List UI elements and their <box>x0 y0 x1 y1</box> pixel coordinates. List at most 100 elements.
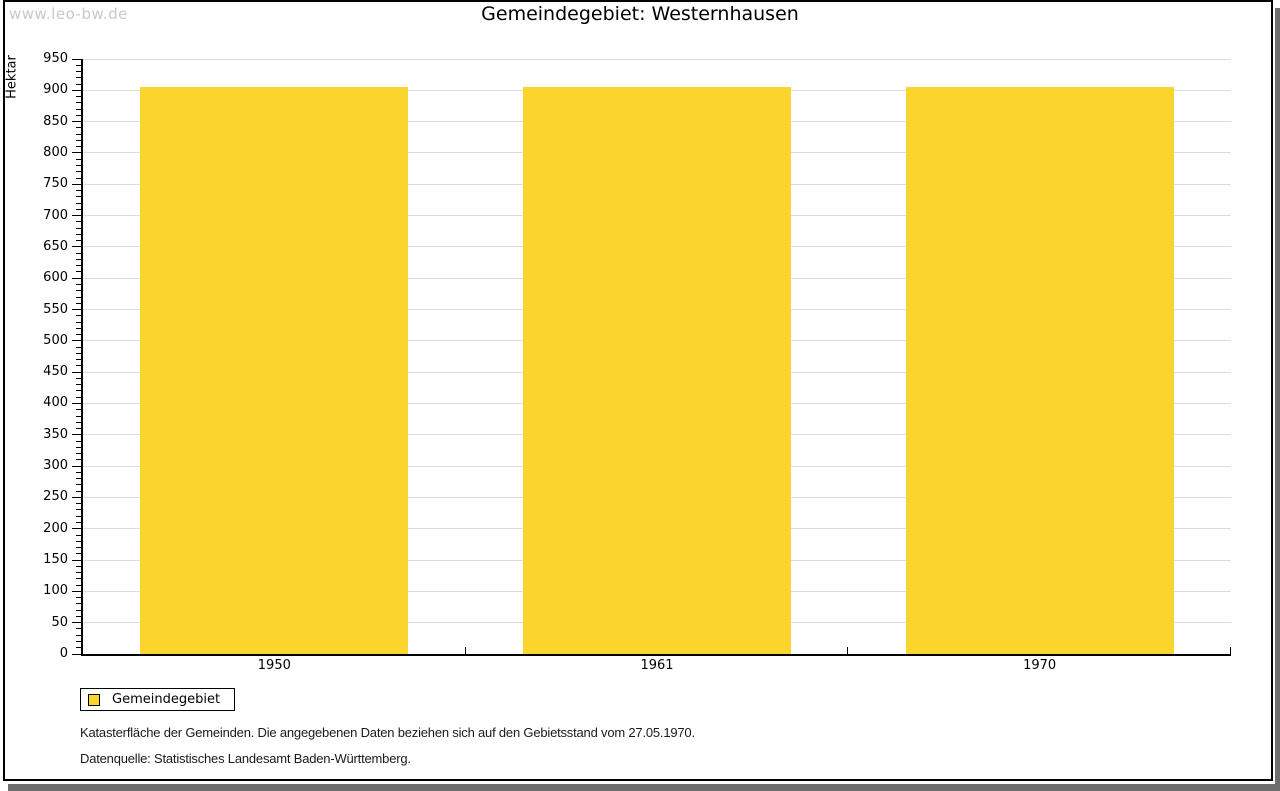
y-axis-tick-label: 50 <box>51 614 68 630</box>
x-axis-category-label: 1961 <box>640 658 674 673</box>
y-axis-minor-tick <box>76 221 81 223</box>
y-axis-minor-tick <box>76 102 81 104</box>
y-axis-minor-tick <box>76 208 81 210</box>
x-axis-category-label: 1950 <box>257 658 291 673</box>
legend-label: Gemeindegebiet <box>112 692 221 707</box>
y-axis-minor-tick <box>76 459 81 461</box>
y-axis-minor-tick <box>76 377 81 379</box>
y-axis-minor-tick <box>76 302 81 304</box>
y-axis-tick-label: 250 <box>43 489 68 505</box>
y-axis-minor-tick <box>76 478 81 480</box>
y-axis-minor-tick <box>76 146 81 148</box>
y-axis-minor-tick <box>76 565 81 567</box>
bar-1950 <box>140 87 409 654</box>
y-axis-minor-tick <box>76 77 81 79</box>
y-axis-minor-tick <box>76 233 81 235</box>
y-axis-minor-tick <box>76 390 81 392</box>
y-axis-minor-tick <box>76 271 81 273</box>
y-axis-minor-tick <box>76 440 81 442</box>
y-axis-tick-label: 400 <box>43 395 68 411</box>
y-axis-major-tick <box>72 152 81 154</box>
y-axis-minor-tick <box>76 365 81 367</box>
y-axis-minor-tick <box>76 453 81 455</box>
y-axis-minor-tick <box>76 265 81 267</box>
y-axis-minor-tick <box>76 521 81 523</box>
y-axis-minor-tick <box>76 490 81 492</box>
y-axis-minor-tick <box>76 202 81 204</box>
y-axis-tick-label: 600 <box>43 270 68 286</box>
x-axis-tick <box>847 647 848 654</box>
y-axis-major-tick <box>72 528 81 530</box>
y-axis-minor-tick <box>76 428 81 430</box>
y-axis-minor-tick <box>76 164 81 166</box>
y-axis-tick-label: 550 <box>43 301 68 317</box>
y-axis-major-tick <box>72 183 81 185</box>
y-axis-minor-tick <box>76 534 81 536</box>
footnote-data-source: Datenquelle: Statistisches Landesamt Bad… <box>80 751 411 766</box>
x-axis-category-label: 1970 <box>1023 658 1057 673</box>
y-axis-minor-tick <box>76 334 81 336</box>
frame-shadow-right <box>1275 8 1280 791</box>
y-axis-tick-label: 0 <box>59 646 68 661</box>
y-axis-minor-tick <box>76 409 81 411</box>
y-axis-major-tick <box>72 246 81 248</box>
y-axis-major-tick <box>72 89 81 91</box>
y-axis-minor-tick <box>76 196 81 198</box>
y-axis-minor-tick <box>76 609 81 611</box>
y-axis-tick-label: 700 <box>43 207 68 223</box>
footnote-source-note: Katasterfläche der Gemeinden. Die angege… <box>80 725 695 740</box>
y-axis-tick-label: 850 <box>43 113 68 129</box>
y-axis-minor-tick <box>76 640 81 642</box>
legend-item: Gemeindegebiet <box>88 693 220 706</box>
y-axis-major-tick <box>72 402 81 404</box>
y-axis-minor-tick <box>76 540 81 542</box>
y-axis-major-tick <box>72 653 81 655</box>
legend: Gemeindegebiet <box>80 688 236 711</box>
y-axis-minor-tick <box>76 258 81 260</box>
y-axis-minor-tick <box>76 158 81 160</box>
y-axis-minor-tick <box>76 396 81 398</box>
chart-title: Gemeindegebiet: Westernhausen <box>481 3 799 25</box>
y-axis-minor-tick <box>76 471 81 473</box>
y-axis-minor-tick <box>76 503 81 505</box>
y-axis-tick-label: 300 <box>43 458 68 474</box>
y-axis-minor-tick <box>76 139 81 141</box>
y-axis-tick-label: 500 <box>43 332 68 348</box>
y-axis-minor-tick <box>76 647 81 649</box>
y-axis-minor-tick <box>76 327 81 329</box>
y-axis-minor-tick <box>76 64 81 66</box>
x-axis-tick <box>1230 647 1231 654</box>
watermark: www.leo-bw.de <box>9 5 128 23</box>
y-axis-tick-label: 650 <box>43 238 68 254</box>
y-axis-minor-tick <box>76 346 81 348</box>
y-axis-tick-label: 200 <box>43 520 68 536</box>
y-axis-minor-tick <box>76 290 81 292</box>
gridline <box>83 58 1231 60</box>
y-axis-minor-tick <box>76 553 81 555</box>
y-axis-minor-tick <box>76 628 81 630</box>
y-axis-major-tick <box>72 590 81 592</box>
y-axis-minor-tick <box>76 584 81 586</box>
y-axis-minor-tick <box>76 484 81 486</box>
y-axis-minor-tick <box>76 190 81 192</box>
y-axis-minor-tick <box>76 509 81 511</box>
y-axis-tick-label: 950 <box>43 51 68 66</box>
y-axis-major-tick <box>72 121 81 123</box>
y-axis-minor-tick <box>76 240 81 242</box>
y-axis-minor-tick <box>76 572 81 574</box>
y-axis-major-tick <box>72 371 81 373</box>
y-axis-major-tick <box>72 58 81 60</box>
y-axis-major-tick <box>72 340 81 342</box>
y-axis-minor-tick <box>76 283 81 285</box>
bar-1961 <box>523 87 791 654</box>
y-axis-tick-label: 100 <box>43 583 68 599</box>
y-axis-tick-label: 150 <box>43 552 68 568</box>
y-axis-major-tick <box>72 622 81 624</box>
y-axis-minor-tick <box>76 108 81 110</box>
y-axis-minor-tick <box>76 359 81 361</box>
y-axis-major-tick <box>72 465 81 467</box>
y-axis-tick-label: 750 <box>43 176 68 192</box>
y-axis-minor-tick <box>76 603 81 605</box>
y-axis-minor-tick <box>76 133 81 135</box>
